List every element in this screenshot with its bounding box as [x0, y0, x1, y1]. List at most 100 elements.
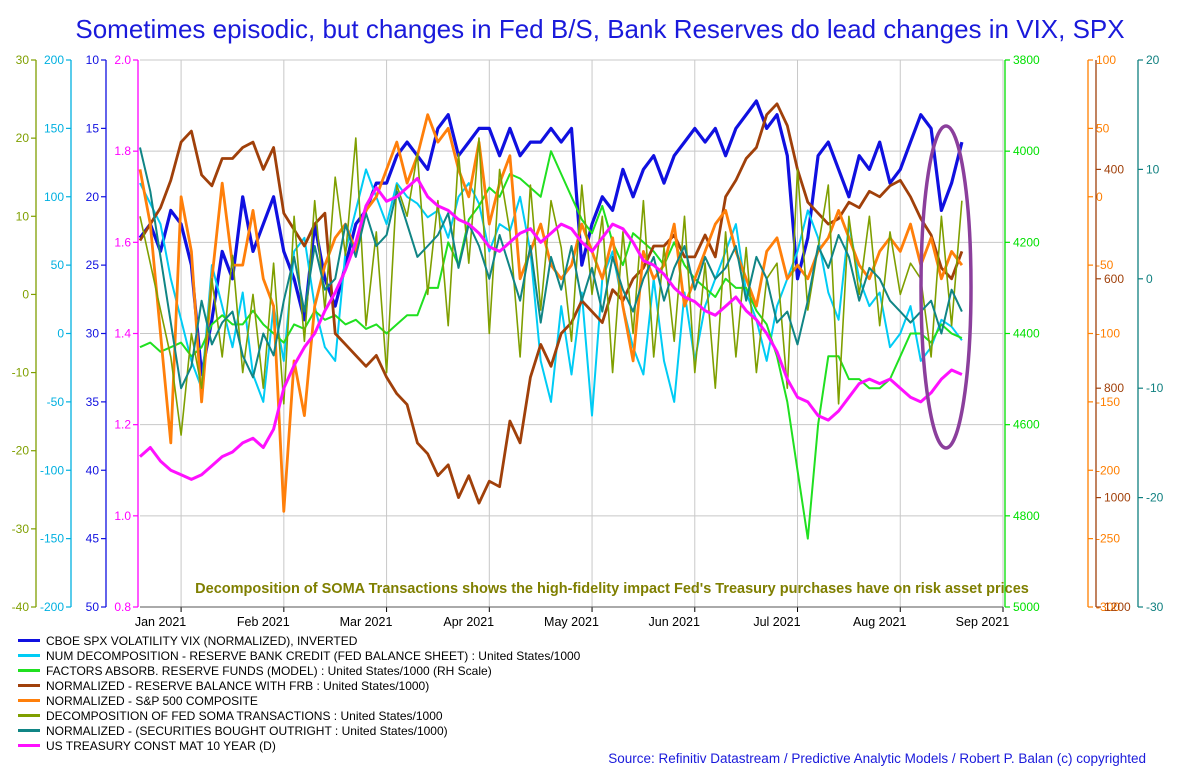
spx-tick-label: -50	[1096, 258, 1114, 272]
rbc-tick-label: 200	[44, 53, 64, 67]
rbc-tick-label: 150	[44, 121, 64, 135]
far-tick-label: 4800	[1013, 509, 1040, 523]
series-lines	[138, 99, 964, 540]
res-tick-label: 1000	[1104, 491, 1131, 505]
tsy-tick-label: 1.4	[114, 327, 131, 341]
series-line-spx	[138, 113, 964, 513]
series-line-res	[138, 102, 964, 505]
vix-tick-label: 35	[86, 395, 100, 409]
series-line-tsy	[139, 177, 963, 481]
spx-tick-label: -250	[1096, 532, 1120, 546]
rbc-tick-label: 100	[44, 190, 64, 204]
tsy-tick-label: 2.0	[114, 53, 131, 67]
legend-swatch	[18, 714, 40, 717]
legend-label: NORMALIZED - (SECURITIES BOUGHT OUTRIGHT…	[46, 723, 448, 738]
sbo-tick-label: -20	[1146, 491, 1164, 505]
legend: CBOE SPX VOLATILITY VIX (NORMALIZED), IN…	[18, 633, 580, 753]
x-tick-label: Aug 2021	[853, 615, 907, 629]
legend-label: US TREASURY CONST MAT 10 YEAR (D)	[46, 738, 276, 753]
vix-tick-label: 45	[86, 532, 100, 546]
rbc-tick-label: -50	[47, 395, 65, 409]
legend-swatch	[18, 729, 40, 732]
vix-tick-label: 15	[86, 121, 100, 135]
source-note: Source: Refinitiv Datastream / Predictiv…	[608, 751, 1146, 766]
rbc-tick-label: -100	[40, 463, 64, 477]
soma-tick-label: 20	[16, 131, 30, 145]
vix-tick-label: 25	[86, 258, 100, 272]
series-line-sbo	[139, 147, 963, 390]
far-tick-label: 4400	[1013, 327, 1040, 341]
legend-swatch	[18, 669, 40, 672]
legend-label: NORMALIZED - S&P 500 COMPOSITE	[46, 693, 258, 708]
vix-tick-label: 20	[86, 190, 100, 204]
series-line-vix	[138, 99, 964, 377]
chart-annotation: Decomposition of SOMA Transactions shows…	[195, 581, 1029, 597]
x-axis-ticks: Jan 2021 Feb 2021 Mar 2021 Apr 2021 May 2021…	[135, 606, 1010, 629]
legend-item: CBOE SPX VOLATILITY VIX (NORMALIZED), IN…	[18, 633, 580, 648]
x-tick-label: Sep 2021	[956, 615, 1010, 629]
legend-label: CBOE SPX VOLATILITY VIX (NORMALIZED), IN…	[46, 633, 358, 648]
x-tick-label: Jul 2021	[753, 615, 800, 629]
x-tick-label: Apr 2021	[443, 615, 494, 629]
vix-tick-label: 30	[86, 327, 100, 341]
vix-tick-label: 40	[86, 463, 100, 477]
legend-item: NUM DECOMPOSITION - RESERVE BANK CREDIT …	[18, 648, 580, 663]
tsy-tick-label: 1.6	[114, 235, 131, 249]
highlight-ellipse	[919, 124, 973, 450]
vix-tick-label: 10	[86, 53, 100, 67]
x-tick-label: Feb 2021	[237, 615, 290, 629]
legend-label: NORMALIZED - RESERVE BALANCE WITH FRB : …	[46, 678, 430, 693]
spx-tick-label: 0	[1096, 190, 1103, 204]
res-tick-label: 400	[1104, 162, 1124, 176]
tsy-tick-label: 1.8	[114, 144, 131, 158]
sbo-tick-label: -10	[1146, 381, 1164, 395]
legend-label: FACTORS ABSORB. RESERVE FUNDS (MODEL) : …	[46, 663, 492, 678]
legend-swatch	[18, 699, 40, 702]
legend-swatch	[18, 684, 40, 687]
sbo-tick-label: -30	[1146, 600, 1164, 614]
legend-item: NORMALIZED - S&P 500 COMPOSITE	[18, 693, 580, 708]
x-tick-label: Jan 2021	[135, 615, 186, 629]
x-tick-label: Jun 2021	[649, 615, 700, 629]
spx-tick-label: -300	[1096, 600, 1120, 614]
legend-swatch	[18, 744, 40, 747]
soma-tick-label: -20	[12, 444, 30, 458]
spx-tick-label: -150	[1096, 395, 1120, 409]
legend-swatch	[18, 639, 40, 642]
far-tick-label: 4000	[1013, 144, 1040, 158]
vix-tick-label: 50	[86, 600, 100, 614]
legend-swatch	[18, 654, 40, 657]
tsy-tick-label: 0.8	[114, 600, 131, 614]
far-tick-label: 5000	[1013, 600, 1040, 614]
legend-item: US TREASURY CONST MAT 10 YEAR (D)	[18, 738, 580, 753]
legend-item: DECOMPOSITION OF FED SOMA TRANSACTIONS :…	[18, 708, 580, 723]
rbc-tick-label: 0	[57, 327, 64, 341]
axes: 3020100-10-20-30-40200150100500-50-100-1…	[12, 53, 1164, 614]
sbo-tick-label: 10	[1146, 162, 1160, 176]
rbc-tick-label: 50	[51, 258, 65, 272]
rbc-tick-label: -200	[40, 600, 64, 614]
far-tick-label: 4200	[1013, 235, 1040, 249]
res-tick-label: 1200	[1104, 600, 1131, 614]
page-title: Sometimes episodic, but changes in Fed B…	[75, 14, 1125, 44]
soma-tick-label: -10	[12, 366, 30, 380]
sbo-tick-label: 20	[1146, 53, 1160, 67]
spx-tick-label: 100	[1096, 53, 1116, 67]
series-line-rbc	[139, 168, 963, 417]
rbc-tick-label: -150	[40, 532, 64, 546]
far-tick-label: 3800	[1013, 53, 1040, 67]
legend-item: FACTORS ABSORB. RESERVE FUNDS (MODEL) : …	[18, 663, 580, 678]
series-line-soma	[139, 137, 963, 436]
legend-item: NORMALIZED - (SECURITIES BOUGHT OUTRIGHT…	[18, 723, 580, 738]
tsy-tick-label: 1.2	[114, 418, 131, 432]
x-tick-label: May 2021	[544, 615, 599, 629]
legend-label: NUM DECOMPOSITION - RESERVE BANK CREDIT …	[46, 648, 581, 663]
spx-tick-label: 50	[1096, 121, 1110, 135]
legend-item: NORMALIZED - RESERVE BALANCE WITH FRB : …	[18, 678, 580, 693]
spx-tick-label: -200	[1096, 463, 1120, 477]
far-tick-label: 4600	[1013, 418, 1040, 432]
legend-label: DECOMPOSITION OF FED SOMA TRANSACTIONS :…	[46, 708, 443, 723]
res-tick-label: 800	[1104, 381, 1124, 395]
soma-tick-label: 10	[16, 209, 30, 223]
